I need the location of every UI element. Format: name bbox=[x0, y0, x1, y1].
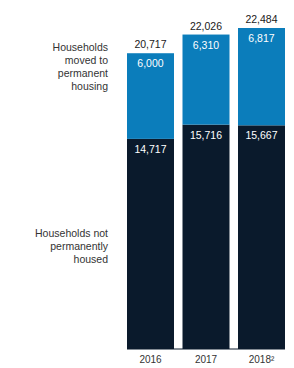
bar-segment bbox=[238, 28, 285, 125]
data-label: 15,667 bbox=[245, 129, 277, 141]
bar-segment bbox=[183, 35, 230, 125]
legend-label: Householdsmoved topermanenthousing bbox=[53, 41, 109, 92]
bar-segment bbox=[183, 125, 230, 349]
bar-segment bbox=[127, 139, 174, 349]
category-label: 2018² bbox=[249, 354, 275, 365]
category-label: 2017 bbox=[195, 354, 218, 365]
data-label: 6,817 bbox=[248, 32, 274, 44]
data-label: 15,716 bbox=[190, 129, 222, 141]
data-label: 6,310 bbox=[193, 39, 219, 51]
labels: 14,717 6,000 20,717 2016 15,716 6,310 22,026 20… bbox=[35, 13, 278, 365]
baseline bbox=[127, 349, 285, 350]
total-label: 22,026 bbox=[190, 20, 222, 32]
data-label: 14,717 bbox=[134, 143, 166, 155]
total-label: 20,717 bbox=[134, 38, 166, 50]
bar-segment bbox=[127, 53, 174, 139]
total-label: 22,484 bbox=[245, 13, 277, 25]
bars bbox=[127, 28, 285, 349]
legend-label: Households notpermanentlyhoused bbox=[35, 227, 109, 265]
bar-segment bbox=[238, 125, 285, 349]
chart: 14,717 6,000 20,717 2016 15,716 6,310 22,026 20… bbox=[0, 0, 294, 368]
category-label: 2016 bbox=[139, 354, 162, 365]
data-label: 6,000 bbox=[137, 57, 163, 69]
